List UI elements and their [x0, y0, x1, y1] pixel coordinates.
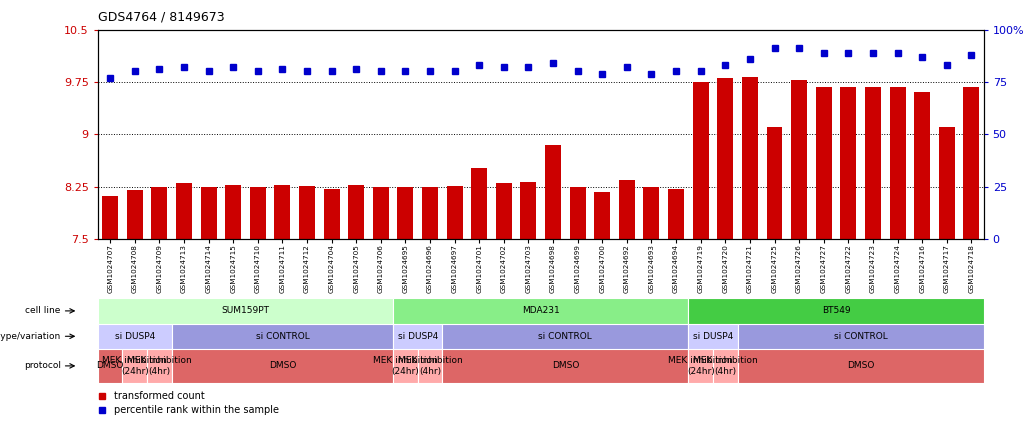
Text: si DUSP4: si DUSP4 — [398, 332, 438, 341]
Text: genotype/variation: genotype/variation — [0, 332, 61, 341]
Text: si DUSP4: si DUSP4 — [693, 332, 733, 341]
Text: BT549: BT549 — [822, 306, 851, 316]
Bar — [688, 324, 737, 349]
Bar — [766, 127, 783, 239]
Text: MEK inhibition
(24hr): MEK inhibition (24hr) — [373, 356, 438, 376]
Bar — [373, 187, 388, 239]
Bar — [520, 182, 537, 239]
Bar — [688, 349, 713, 383]
Text: protocol: protocol — [24, 361, 61, 371]
Text: DMSO: DMSO — [97, 361, 124, 371]
Bar — [176, 183, 192, 239]
Bar — [816, 87, 831, 239]
Bar — [323, 189, 340, 239]
Text: DMSO: DMSO — [847, 361, 874, 371]
Text: MEK inhibition
(4hr): MEK inhibition (4hr) — [398, 356, 462, 376]
Bar — [172, 324, 393, 349]
Bar — [422, 187, 438, 239]
Bar — [98, 298, 393, 324]
Text: MEK inhibition
(4hr): MEK inhibition (4hr) — [127, 356, 192, 376]
Text: DMSO: DMSO — [269, 361, 296, 371]
Bar — [737, 349, 984, 383]
Bar — [668, 189, 684, 239]
Bar — [644, 187, 659, 239]
Bar — [442, 324, 688, 349]
Bar — [594, 192, 610, 239]
Bar — [398, 187, 413, 239]
Bar — [938, 127, 955, 239]
Bar — [127, 190, 143, 239]
Bar — [98, 349, 123, 383]
Text: si CONTROL: si CONTROL — [255, 332, 309, 341]
Bar — [102, 196, 118, 239]
Bar — [442, 349, 688, 383]
Text: DMSO: DMSO — [552, 361, 579, 371]
Text: si CONTROL: si CONTROL — [833, 332, 888, 341]
Bar — [570, 187, 586, 239]
Text: MEK inhibition
(24hr): MEK inhibition (24hr) — [102, 356, 167, 376]
Bar — [840, 87, 856, 239]
Bar — [393, 349, 418, 383]
Bar — [791, 80, 808, 239]
Bar — [393, 298, 688, 324]
Bar — [201, 187, 216, 239]
Bar — [495, 183, 512, 239]
Bar — [717, 78, 733, 239]
Text: SUM159PT: SUM159PT — [221, 306, 270, 316]
Text: percentile rank within the sample: percentile rank within the sample — [114, 405, 279, 415]
Bar — [172, 349, 393, 383]
Text: si CONTROL: si CONTROL — [539, 332, 592, 341]
Bar — [915, 93, 930, 239]
Bar — [418, 349, 442, 383]
Bar — [250, 187, 266, 239]
Bar — [865, 87, 881, 239]
Bar — [963, 87, 980, 239]
Bar — [890, 87, 905, 239]
Text: GDS4764 / 8149673: GDS4764 / 8149673 — [98, 11, 225, 24]
Bar — [123, 349, 147, 383]
Text: MDA231: MDA231 — [522, 306, 559, 316]
Bar — [688, 298, 984, 324]
Bar — [226, 184, 241, 239]
Bar — [274, 184, 290, 239]
Bar — [147, 349, 172, 383]
Bar — [619, 180, 634, 239]
Bar — [151, 187, 167, 239]
Bar — [299, 186, 315, 239]
Bar — [713, 349, 737, 383]
Bar — [545, 145, 561, 239]
Bar — [737, 324, 984, 349]
Text: MEK inhibition
(4hr): MEK inhibition (4hr) — [693, 356, 758, 376]
Bar — [393, 324, 442, 349]
Bar — [472, 168, 487, 239]
Text: si DUSP4: si DUSP4 — [114, 332, 154, 341]
Text: transformed count: transformed count — [114, 391, 205, 401]
Text: cell line: cell line — [26, 306, 61, 316]
Bar — [348, 184, 365, 239]
Bar — [742, 77, 758, 239]
Bar — [693, 82, 709, 239]
Text: MEK inhibition
(24hr): MEK inhibition (24hr) — [668, 356, 733, 376]
Bar — [447, 186, 462, 239]
Bar — [98, 324, 172, 349]
